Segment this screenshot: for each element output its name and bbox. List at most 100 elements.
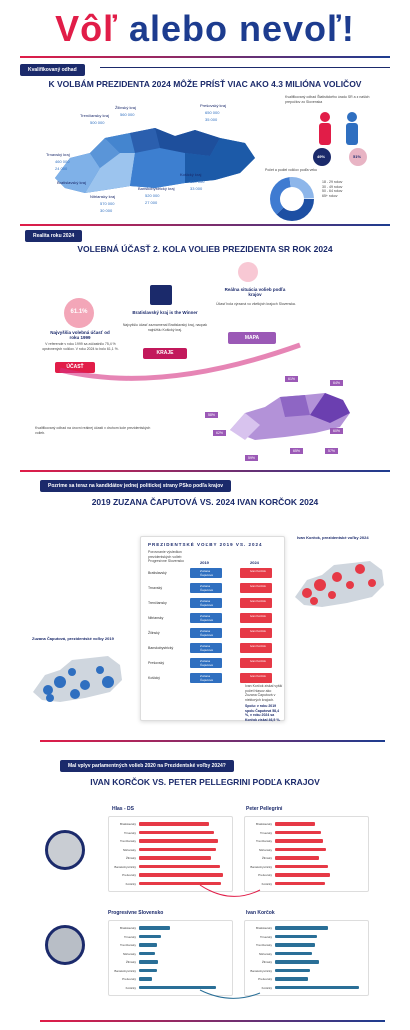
bar <box>275 977 309 981</box>
region-pct: 58% <box>205 412 219 418</box>
col-2019: 2019 <box>200 560 209 565</box>
bar <box>139 873 223 877</box>
row-label: Prešovský <box>148 661 165 665</box>
bar-label: Bratislavský <box>255 926 272 930</box>
section4-pill: Mal vplyv parlamentných volieb 2020 na P… <box>60 760 234 772</box>
avatar-korcok <box>45 925 85 965</box>
bar-label: Nitriansky <box>122 847 136 852</box>
donut-legend: 18 - 29 rokov 30 - 49 rokov 50 - 64 roko… <box>322 180 343 198</box>
section3-heading: 2019 ZUZANA ČAPUTOVÁ VS. 2024 IVAN KORČO… <box>91 497 319 507</box>
bar-label: Prešovský <box>122 873 136 877</box>
chart-title: Peter Pellegrini <box>246 806 283 812</box>
section4-heading: IVAN KORČOK VS. PETER PELLEGRINI PODĽA K… <box>90 777 320 787</box>
page-title: Vôľ alebo nevoľ! <box>55 8 355 49</box>
chart-panel <box>108 816 233 892</box>
bar <box>275 822 315 826</box>
caputova-card: Zuzana Čaputová <box>190 673 222 683</box>
bar-label: Košický <box>261 985 272 990</box>
bar-label: Trenčiansky <box>255 943 272 947</box>
bar <box>275 926 328 930</box>
region-pct: 57% <box>325 448 339 454</box>
bar-label: Trenčiansky <box>255 839 272 843</box>
left-map-title: Zuzana Čaputová, prezidentské voľby 2019 <box>32 636 114 641</box>
pct-women: 49% <box>317 154 326 159</box>
bar-label: Žilinský <box>261 856 272 860</box>
korcok-card: Ivan Korčok <box>240 643 272 653</box>
korcok-map <box>295 561 384 607</box>
bar <box>275 960 319 964</box>
region-pct: 60% <box>330 428 344 434</box>
bar <box>139 951 155 955</box>
caputova-card: Zuzana Čaputová <box>190 598 222 608</box>
divider <box>100 67 390 68</box>
mapa-button[interactable]: MAPA <box>228 332 276 344</box>
bar-label: Bratislavský <box>119 926 136 930</box>
caputova-map <box>33 656 122 702</box>
bar <box>139 839 219 843</box>
region-value: 30 000 <box>100 208 113 213</box>
divider <box>20 470 390 472</box>
section3-pill: Pozrime sa teraz na kandidátov jednej po… <box>40 480 232 492</box>
bar <box>139 934 161 938</box>
bar-label: Trnavský <box>123 934 136 939</box>
bar-label: Nitriansky <box>258 951 272 956</box>
bar <box>275 968 311 972</box>
caputova-card: Zuzana Čaputová <box>190 583 222 593</box>
bar <box>139 926 170 930</box>
row-label: Banskobystrický <box>148 646 174 650</box>
region-value: 24 000 <box>55 166 68 171</box>
region-label: Trenčiansky kraj <box>80 113 109 118</box>
bar <box>139 960 159 964</box>
bar <box>139 847 217 851</box>
region-label: Trnavský kraj <box>46 152 70 157</box>
note-text: Kvalifikovaný odhad Štatistického úradu … <box>285 95 370 104</box>
row-label: Trnavský <box>148 586 163 590</box>
bar-label: Žilinský <box>261 960 272 964</box>
winner-title: Bratislavský kraj is the Winner <box>132 310 198 315</box>
region-label: Bratislavský kraj <box>57 180 86 185</box>
stat-value: 61.1% <box>70 309 88 315</box>
map-text: Účasť bola výrazná vo všetkých krajoch S… <box>216 302 296 306</box>
region-pct: 61% <box>285 376 299 382</box>
region-value: 35 000 <box>205 117 218 122</box>
row-label: Bratislavský <box>148 571 167 575</box>
region-pct: 62% <box>213 430 227 436</box>
side-note: Kvalifikovaný odhad na úrovni reálnej úč… <box>35 426 151 435</box>
divider <box>20 56 390 58</box>
panel-subtitle: Porovnanie výsledkov prezidentských voli… <box>148 550 184 563</box>
shield-icon <box>150 285 172 305</box>
region-label: Banskobystrický kraj <box>138 186 175 191</box>
bar <box>139 856 212 860</box>
chart-title: Progresívne Slovensko <box>108 910 164 916</box>
bar <box>139 881 221 885</box>
stat-text: V referende v roku 1999 sa zúčastnilo 75… <box>42 342 119 351</box>
korcok-card: Ivan Korčok <box>240 598 272 608</box>
panel-note2: Spolu: v roku 2019 spolu Čaputová 58,4 %… <box>245 704 281 722</box>
section2-pill: Realita roku 2024 <box>25 230 83 242</box>
bar-label: Žilinský <box>125 960 136 964</box>
bar <box>275 943 315 947</box>
right-map-title: Ivan Korčok, prezidentské voľby 2024 <box>297 535 369 540</box>
bar <box>139 943 157 947</box>
turnout-map <box>230 393 350 440</box>
bar-label: Nitriansky <box>122 951 136 956</box>
bar-label: Prešovský <box>258 873 272 877</box>
row-label: Trenčiansky <box>148 601 167 605</box>
region-value: 33 000 <box>190 186 203 191</box>
slovakia-map-voters <box>55 128 255 193</box>
bar-label: Bratislavský <box>255 822 272 826</box>
bar-label: Trenčiansky <box>119 943 136 947</box>
bar <box>275 934 318 938</box>
region-label: Žilinský kraj <box>115 105 136 110</box>
kraje-button[interactable]: KRAJE <box>143 348 187 359</box>
bar <box>275 864 328 868</box>
bar-label: Banskobystrický <box>114 864 136 869</box>
region-value: 570 000 <box>100 201 115 206</box>
bar-label: Prešovský <box>122 977 136 981</box>
region-value: 560 000 <box>120 112 135 117</box>
divider <box>20 224 390 226</box>
region-pct: 59% <box>245 455 259 461</box>
bar-label: Nitriansky <box>258 847 272 852</box>
ucast-button[interactable]: ÚČASŤ <box>55 362 95 373</box>
bar <box>275 839 324 843</box>
